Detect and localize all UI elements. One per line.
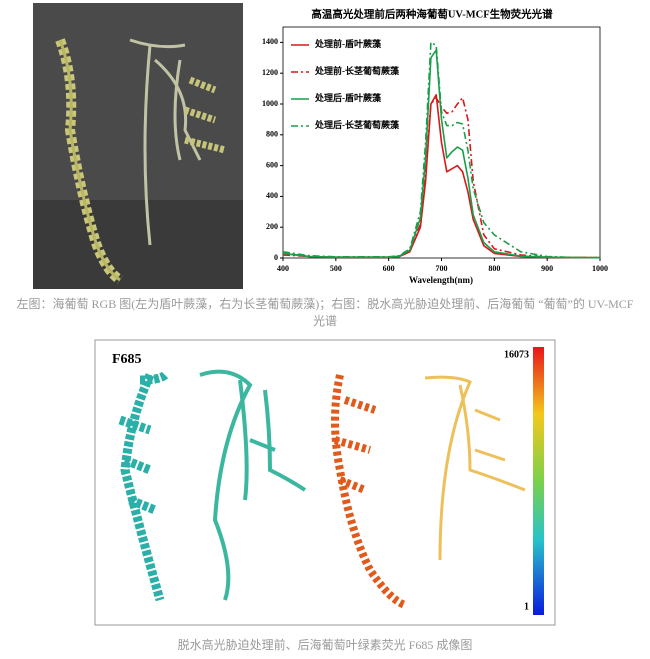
legend-label: 处理前-盾叶蕨藻	[314, 38, 382, 49]
f685-image: F685 16073 1	[94, 339, 556, 626]
image-title: F685	[112, 352, 142, 367]
y-tick-label: 400	[266, 191, 278, 200]
x-tick-label: 500	[330, 264, 342, 273]
x-tick-label: 800	[488, 264, 500, 273]
y-tick-label: 200	[266, 222, 278, 231]
caption-bottom: 脱水高光胁迫处理前、后海葡萄叶绿素荧光 F685 成像图	[177, 638, 473, 652]
x-axis-label: Wavelength(nm)	[409, 275, 473, 285]
x-tick-label: 700	[436, 264, 448, 273]
y-tick-label: 1200	[262, 68, 278, 77]
caption-top: 左图：海葡萄 RGB 图(左为盾叶蕨藻，右为长茎葡萄蕨藻)；右图：脱水高光胁迫处…	[16, 297, 634, 328]
series-line	[282, 41, 601, 259]
y-tick-label: 1000	[262, 99, 278, 108]
legend-label: 处理前-长茎葡萄蕨藻	[314, 65, 400, 76]
rgb-photo	[33, 3, 243, 289]
legend-label: 处理后-盾叶蕨藻	[314, 92, 382, 103]
y-tick-label: 1400	[262, 37, 278, 46]
colorbar-max: 16073	[504, 349, 529, 360]
x-tick-label: 900	[541, 264, 553, 273]
y-tick-label: 600	[266, 160, 278, 169]
y-tick-label: 0	[274, 253, 278, 262]
x-tick-label: 600	[383, 264, 395, 273]
x-tick-label: 1000	[592, 264, 608, 273]
y-tick-label: 800	[266, 130, 278, 139]
colorbar-min: 1	[524, 601, 529, 612]
legend-label: 处理后-长茎葡萄蕨藻	[314, 119, 400, 130]
chart-title: 高温高光处理前后两种海葡萄UV-MCF生物荧光光谱	[311, 7, 553, 20]
x-tick-label: 400	[277, 264, 289, 273]
chart: 0 200 400 600 800 1000 1200 1400 400 500 600 700 800…	[262, 37, 608, 273]
